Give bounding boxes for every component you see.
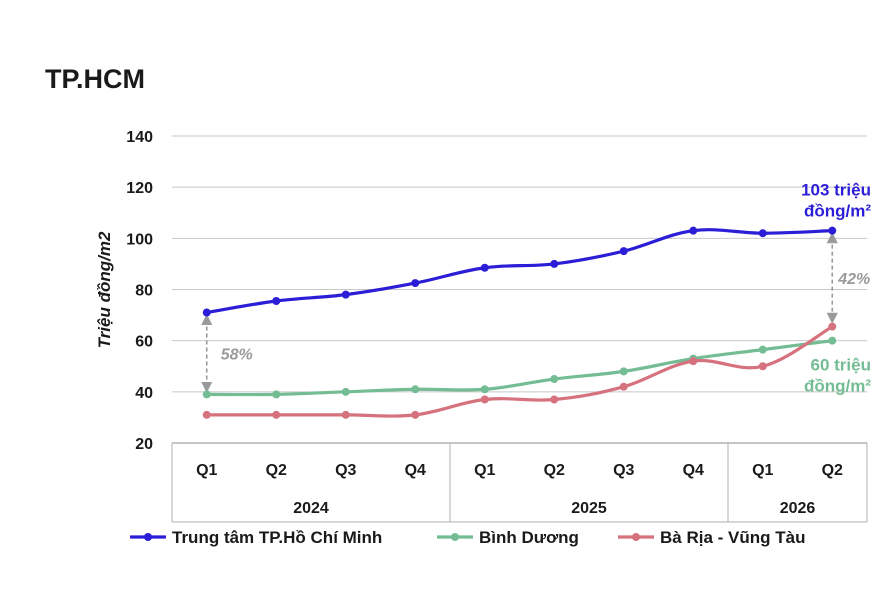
data-point [619, 247, 628, 256]
x-tick-label: Q3 [335, 462, 356, 479]
data-point [341, 410, 350, 419]
legend-label: Bình Dương [479, 528, 579, 547]
data-point [550, 395, 559, 404]
data-point [411, 279, 420, 288]
series-lines [202, 226, 837, 419]
legend-marker [451, 533, 459, 541]
series-line-0 [205, 228, 834, 315]
x-tick-label: Q4 [683, 462, 704, 479]
y-tick-label: 120 [126, 180, 153, 197]
data-point [202, 410, 211, 419]
data-point [758, 345, 767, 354]
data-point [480, 385, 489, 394]
y-tick-label: 20 [135, 436, 153, 453]
data-point [411, 385, 420, 394]
y-axis: 20 40 60 80 100 120 140 [126, 129, 153, 453]
data-point [341, 387, 350, 396]
legend: Trung tâm TP.Hồ Chí Minh Bình Dương Bà Rịa… [130, 528, 805, 547]
x-tick-label: Q3 [613, 462, 634, 479]
data-point [202, 390, 211, 399]
y-tick-label: 100 [126, 231, 153, 248]
y-tick-label: 140 [126, 129, 153, 146]
x-group-label: 2024 [293, 500, 329, 517]
data-point [828, 336, 837, 345]
data-point [689, 226, 698, 235]
data-point [480, 263, 489, 272]
series-line-1 [205, 339, 834, 397]
x-tick-label: Q1 [196, 462, 217, 479]
chart-title: TP.HCM [45, 64, 145, 94]
x-tick-label: Q4 [405, 462, 426, 479]
x-tick-label: Q2 [822, 462, 843, 479]
data-point [272, 297, 281, 306]
x-axis: Q1 Q2 Q3 Q4 Q1 Q2 Q3 Q4 Q1 Q2 2024 2025 2026 [171, 443, 868, 523]
grid-lines [172, 135, 867, 444]
data-point [828, 322, 837, 331]
legend-marker [144, 533, 152, 541]
x-tick-label: Q1 [752, 462, 773, 479]
y-tick-label: 60 [135, 334, 153, 351]
legend-marker [632, 533, 640, 541]
data-point [202, 308, 211, 317]
gap-label: 42% [837, 271, 870, 288]
legend-label: Bà Rịa - Vũng Tàu [660, 528, 805, 547]
value-annotation: 103 triệu [801, 181, 871, 200]
data-point [619, 382, 628, 391]
x-tick-label: Q1 [474, 462, 495, 479]
data-point [619, 367, 628, 376]
value-annotation: đồng/m² [804, 202, 871, 221]
value-annotations: 103 triệu đồng/m² 60 triệu đồng/m² [801, 181, 871, 396]
x-tick-label: Q2 [544, 462, 565, 479]
y-tick-label: 40 [135, 385, 153, 402]
data-point [758, 362, 767, 371]
data-point [411, 410, 420, 419]
y-tick-label: 80 [135, 283, 153, 300]
series-line-2 [205, 324, 834, 418]
data-point [550, 259, 559, 268]
gap-label: 58% [221, 346, 253, 363]
value-annotation: đồng/m² [804, 377, 871, 396]
x-group-label: 2026 [780, 500, 816, 517]
gap-annotations: 58% 42% [201, 232, 870, 393]
data-point [758, 229, 767, 238]
data-point [828, 226, 837, 235]
data-point [341, 290, 350, 299]
data-point [272, 410, 281, 419]
data-point [550, 375, 559, 384]
legend-label: Trung tâm TP.Hồ Chí Minh [172, 528, 382, 547]
x-tick-label: Q2 [266, 462, 287, 479]
data-point [480, 395, 489, 404]
value-annotation: 60 triệu [811, 356, 871, 375]
data-point [689, 357, 698, 366]
y-axis-label: Triệu đồng/m2 [95, 231, 114, 348]
x-group-label: 2025 [571, 500, 607, 517]
data-point [272, 390, 281, 399]
